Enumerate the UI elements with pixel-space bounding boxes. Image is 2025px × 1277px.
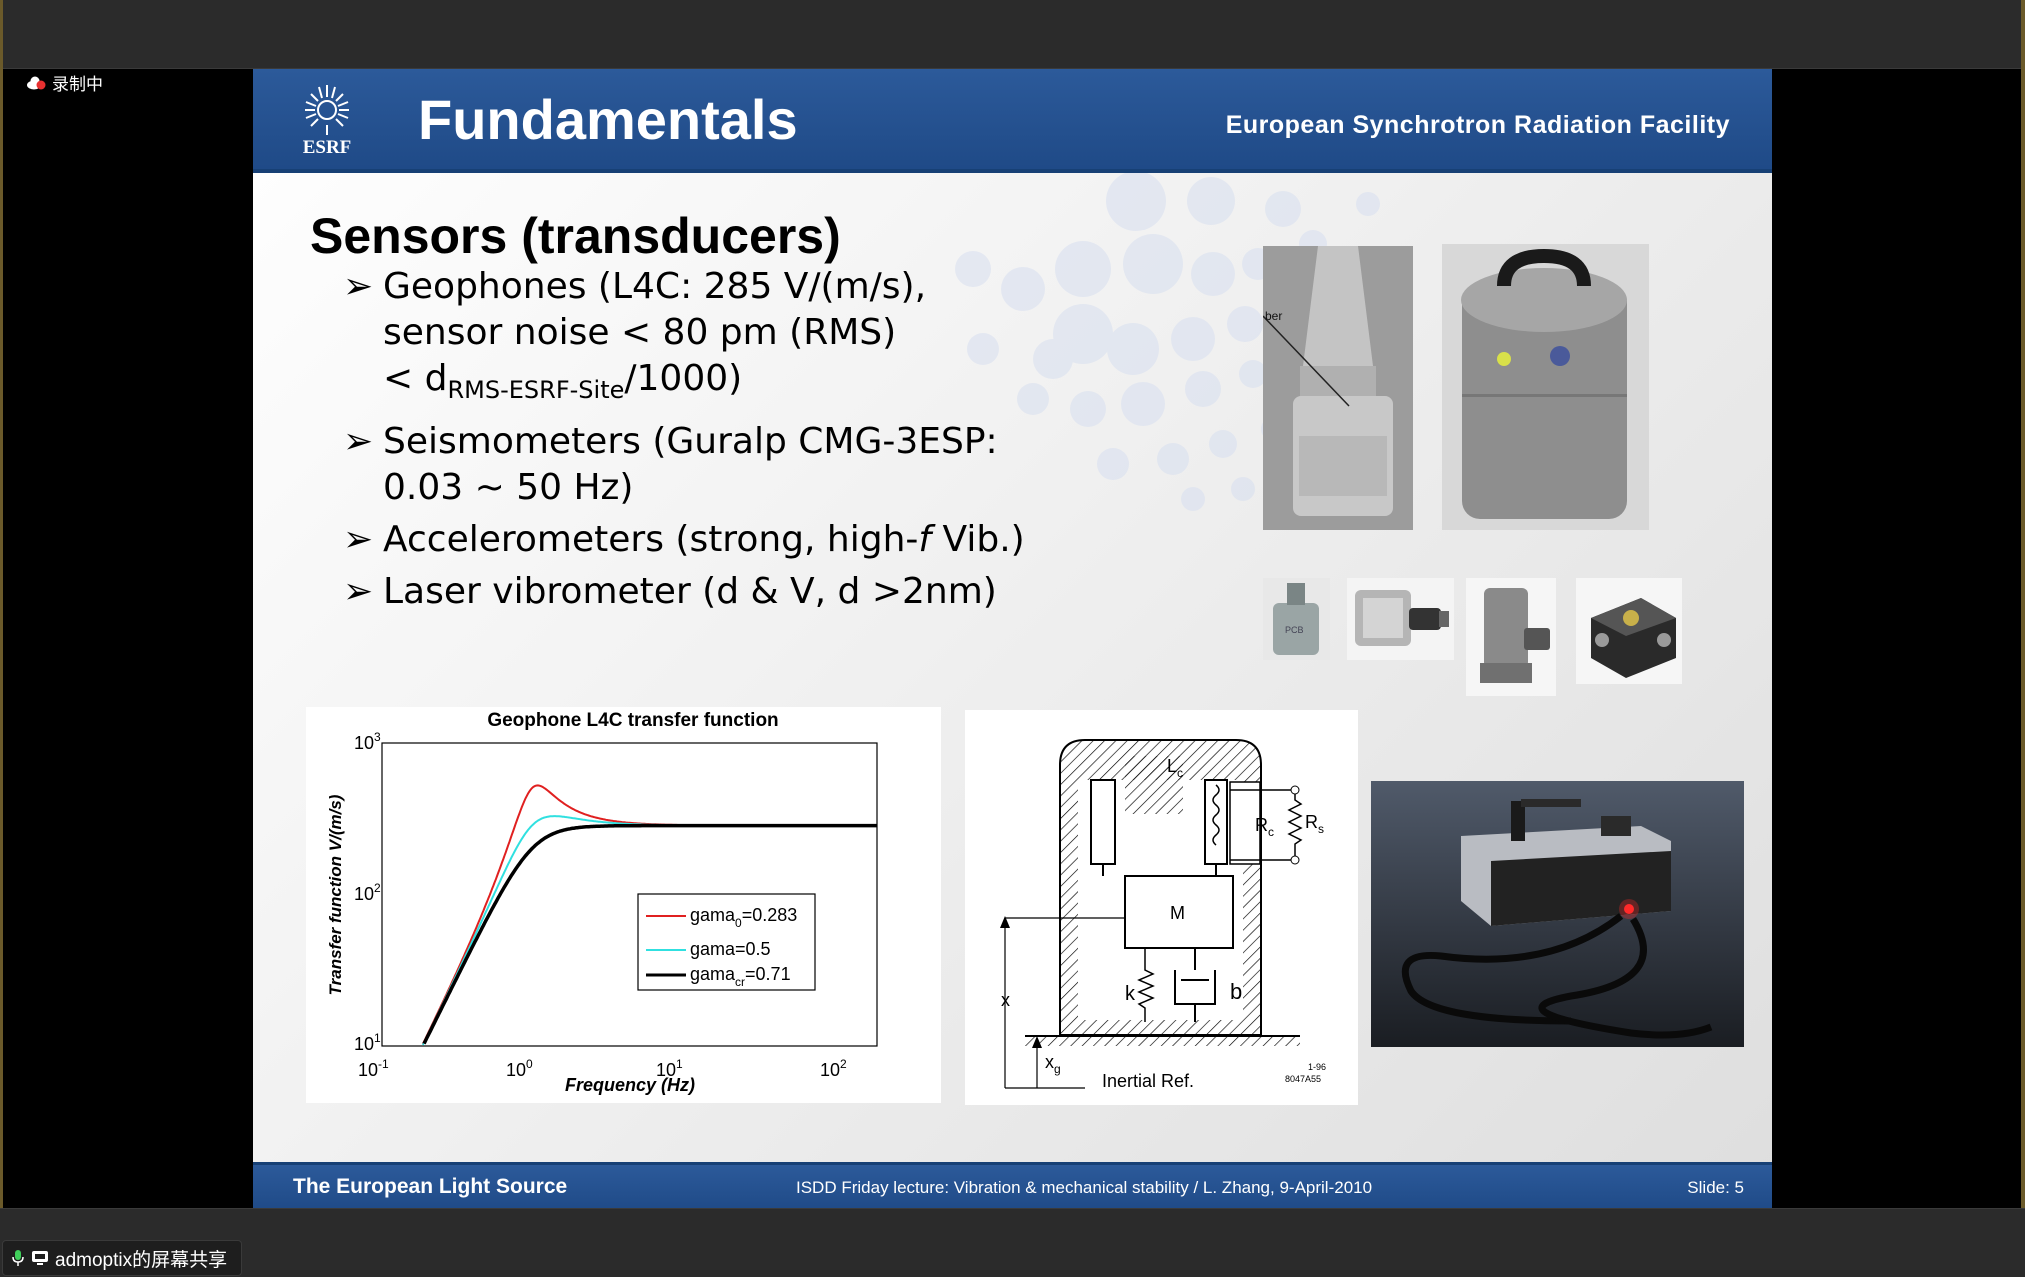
bullet-text: Seismometers (Guralp CMG-3ESP:: [383, 421, 998, 462]
footer-tagline: The European Light Source: [293, 1175, 568, 1198]
list-item: ➢ Seismometers (Guralp CMG-3ESP: 0.03 ~ …: [343, 419, 1025, 511]
bullet-text: Geophones (L4C: 285 V/(m/s),: [383, 266, 927, 307]
geophone-schematic: Lc Rc Rs M k b x xg Inertial Ref. 1-96 8…: [965, 710, 1358, 1105]
slide-number: Slide: 5: [1687, 1178, 1744, 1197]
screen-share-indicator[interactable]: admoptix的屏幕共享: [2, 1240, 243, 1276]
label-mass: M: [1170, 903, 1185, 923]
recording-indicator[interactable]: 录制中: [26, 70, 103, 95]
section-heading: Sensors (transducers): [310, 208, 841, 264]
label-rc: Rc: [1255, 815, 1274, 839]
slide: ESRF Fundamentals European Synchrotron R…: [253, 69, 1772, 1208]
seismometer-photo: [1442, 244, 1649, 530]
footer-lecture-info: ISDD Friday lecture: Vibration & mechani…: [796, 1178, 1373, 1197]
list-item: ➢ Laser vibrometer (d & V, d >2nm): [343, 569, 1025, 615]
share-label: admoptix的屏幕共享: [55, 1249, 228, 1271]
plot-title: Geophone L4C transfer function: [487, 710, 778, 731]
plot-axes: [381, 742, 878, 1047]
y-tick-label: 102: [354, 881, 381, 904]
legend-entry: gamacr=0.71: [690, 964, 791, 989]
photo-label: ber: [1265, 309, 1282, 323]
meeting-top-bar: [0, 0, 2025, 69]
label-code-2: 8047A55: [1285, 1074, 1321, 1084]
accelerometer-photo-1: PCB: [1263, 578, 1330, 660]
microphone-icon: [12, 1250, 24, 1266]
label-xg: xg: [1045, 1052, 1061, 1076]
legend-entry: gama=0.5: [690, 939, 771, 959]
accelerometer-label: PCB: [1285, 625, 1304, 635]
x-tick-label: 101: [656, 1057, 683, 1080]
x-tick-label: 102: [820, 1057, 847, 1080]
label-rs: Rs: [1305, 812, 1324, 836]
bullet-text: Accelerometers (strong, high-f Vib.): [383, 519, 1025, 560]
bullet-text: Laser vibrometer (d & V, d >2nm): [383, 571, 997, 612]
transfer-function-plot: Geophone L4C transfer function Frequency…: [306, 707, 941, 1103]
x-tick-label: 100: [506, 1057, 533, 1080]
label-b: b: [1230, 979, 1242, 1004]
y-tick-label: 101: [354, 1031, 381, 1054]
x-tick-label: 10-1: [358, 1057, 389, 1080]
arrow-bullet-icon: ➢: [343, 421, 374, 462]
esrf-logo: ESRF: [303, 85, 352, 157]
slide-header: ESRF Fundamentals European Synchrotron R…: [253, 69, 1772, 173]
plot-legend: gama0=0.283 gama=0.5 gamacr=0.71: [637, 893, 816, 991]
arrow-bullet-icon: ➢: [343, 519, 374, 560]
series-line-3: [422, 823, 877, 1045]
meeting-bottom-bar: [0, 1208, 2025, 1277]
bullet-text: sensor noise < 80 pm (RMS): [383, 312, 897, 353]
accelerometer-photo-2: [1347, 578, 1454, 660]
svg-text:ESRF: ESRF: [303, 137, 352, 157]
label-code-1: 1-96: [1308, 1062, 1326, 1072]
arrow-bullet-icon: ➢: [343, 571, 374, 612]
bullet-text: < dRMS-ESRF-Site/1000): [383, 358, 743, 404]
window-border-right: [2021, 0, 2025, 1276]
cloud-record-icon: [27, 76, 46, 89]
bullet-text: 0.03 ~ 50 Hz): [383, 467, 634, 508]
transfer-function-chart: Geophone L4C transfer function Frequency…: [326, 710, 878, 1095]
facility-name: European Synchrotron Radiation Facility: [1225, 111, 1730, 139]
arrow-bullet-icon: ➢: [343, 266, 374, 307]
label-x: x: [1001, 990, 1010, 1010]
laser-vibrometer-photo: [1371, 781, 1744, 1047]
slide-footer: The European Light Source ISDD Friday le…: [253, 1162, 1772, 1208]
geophone-photo: ber: [1263, 246, 1413, 530]
label-inertial-ref: Inertial Ref.: [1102, 1071, 1194, 1091]
label-k: k: [1125, 983, 1136, 1005]
accelerometer-photo-3: [1466, 578, 1556, 696]
recording-label: 录制中: [52, 75, 103, 94]
y-tick-label: 103: [354, 730, 381, 753]
screen-share-icon: [32, 1251, 48, 1265]
accelerometer-photo-4: [1576, 578, 1682, 684]
x-axis-label: Frequency (Hz): [565, 1075, 695, 1095]
label-lc: Lc: [1167, 756, 1183, 780]
schematic-drawing: Lc Rc Rs M k b x xg Inertial Ref. 1-96 8…: [1000, 739, 1326, 1091]
window-border-left: [0, 0, 3, 1276]
list-item: ➢ Geophones (L4C: 285 V/(m/s), sensor no…: [343, 264, 1025, 413]
y-axis-label: Transfer function V/(m/s): [326, 794, 345, 995]
bullet-list: ➢ Geophones (L4C: 285 V/(m/s), sensor no…: [343, 264, 1025, 621]
legend-entry: gama0=0.283: [690, 905, 797, 930]
list-item: ➢ Accelerometers (strong, high-f Vib.): [343, 517, 1025, 563]
slide-title: Fundamentals: [418, 88, 798, 151]
